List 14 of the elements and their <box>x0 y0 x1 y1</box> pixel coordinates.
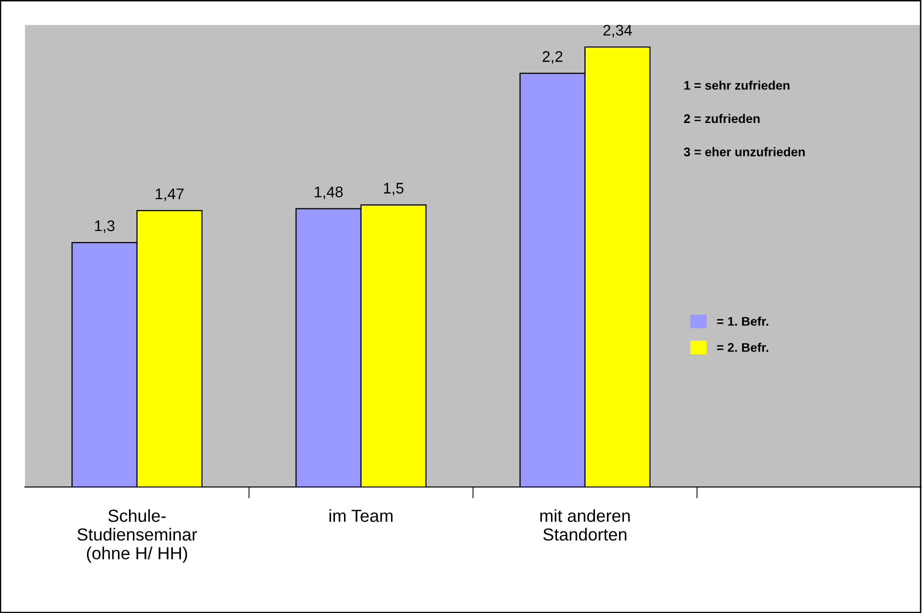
legend-label: = 2. Befr. <box>717 342 768 352</box>
data-label: 2,34 <box>603 24 632 38</box>
x-tick-label: im Team <box>330 509 392 522</box>
x-tick-label: Schule- Studienseminar (ohne H/ HH) <box>77 509 198 563</box>
data-label: 1,47 <box>156 188 184 202</box>
data-label: 1,48 <box>314 186 343 200</box>
annotation: 3 = eher unzufrieden <box>684 147 805 156</box>
data-label: 1,3 <box>95 220 114 234</box>
annotation: 1 = sehr zufrieden <box>684 80 790 90</box>
legend-label: = 1. Befr. <box>717 316 768 326</box>
x-tick-label: mit anderen Standorten <box>540 509 630 541</box>
data-label: 1,5 <box>384 182 404 196</box>
annotation: 2 = zufrieden <box>684 114 760 124</box>
data-label: 2,2 <box>542 51 562 64</box>
